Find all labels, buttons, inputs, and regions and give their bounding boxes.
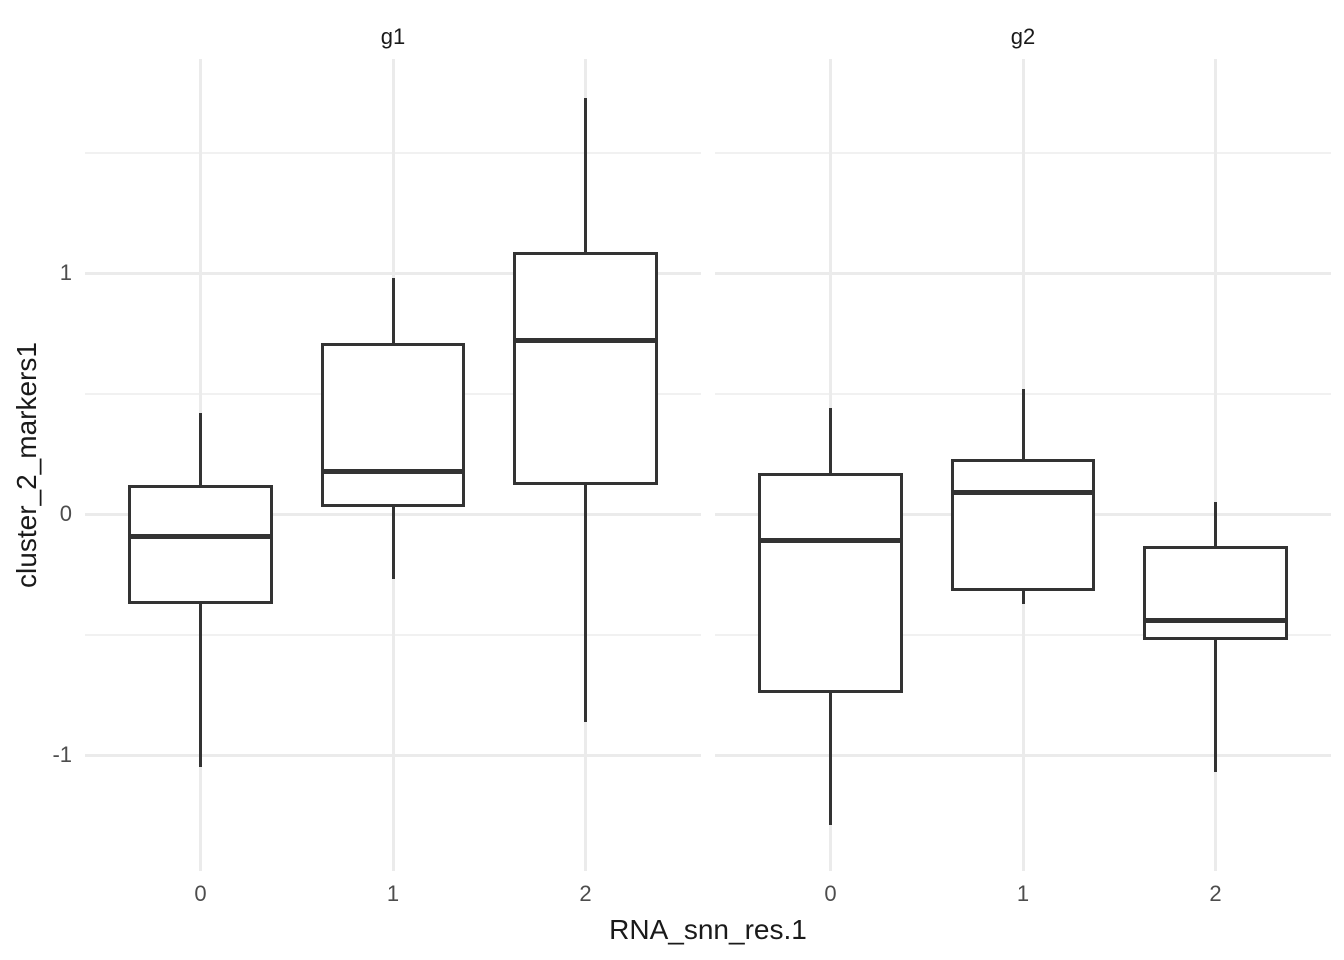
x-tick-label: 1 xyxy=(386,881,400,906)
boxplot-upper-whisker xyxy=(1214,502,1217,546)
plot-panel-g2 xyxy=(715,59,1331,871)
boxplot-upper-whisker xyxy=(391,278,395,344)
boxplot-median xyxy=(1146,617,1285,623)
boxplot-median xyxy=(761,538,900,544)
boxplot-lower-whisker xyxy=(391,507,395,580)
x-tick-label: 0 xyxy=(824,881,837,906)
boxplot-box xyxy=(128,485,273,604)
y-tick-label: -1 xyxy=(52,742,72,768)
boxplot-box xyxy=(1143,545,1288,640)
boxplot-median xyxy=(516,338,655,344)
boxplot-box xyxy=(320,343,466,508)
boxplot-upper-whisker xyxy=(829,408,832,474)
boxplot-upper-whisker xyxy=(1021,389,1025,459)
boxplot-box xyxy=(758,473,903,693)
boxplot-lower-whisker xyxy=(829,692,832,826)
boxplot-upper-whisker xyxy=(199,413,202,486)
boxplot-lower-whisker xyxy=(584,485,587,722)
boxplot-median xyxy=(323,468,463,474)
boxplot-box xyxy=(513,251,658,486)
boxplot-upper-whisker xyxy=(584,97,587,252)
x-tick-label: 2 xyxy=(1209,881,1222,906)
y-tick-label: 0 xyxy=(59,501,72,527)
x-axis-title: RNA_snn_res.1 xyxy=(609,914,807,945)
boxplot-lower-whisker xyxy=(1214,639,1217,773)
x-tick-label: 0 xyxy=(194,881,207,906)
x-tick-label: 2 xyxy=(579,881,592,906)
facet-strip-g1: g1 xyxy=(380,24,406,49)
boxplot-median xyxy=(953,490,1093,496)
plot-panel-g1 xyxy=(85,59,701,871)
gridline-x-major xyxy=(1214,59,1217,871)
boxplot-box xyxy=(950,458,1096,592)
y-tick-label: 1 xyxy=(59,260,72,286)
y-axis-title-text: cluster_2_markers1 xyxy=(11,342,42,588)
boxplot-lower-whisker xyxy=(199,603,202,768)
facet-strip-g2: g2 xyxy=(1010,24,1036,49)
boxplot-lower-whisker xyxy=(1021,591,1025,604)
boxplot-median xyxy=(131,533,270,539)
x-tick-label: 1 xyxy=(1016,881,1030,906)
